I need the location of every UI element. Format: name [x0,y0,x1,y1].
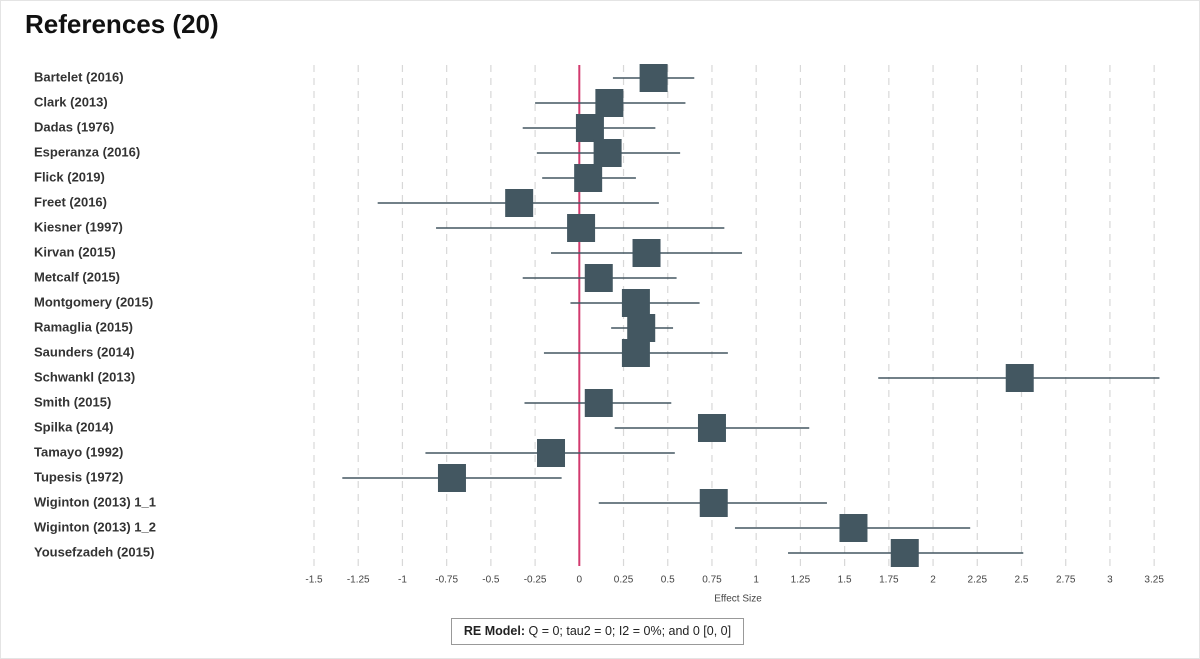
effect-square [505,189,534,217]
effect-square [839,514,868,542]
x-tick-label: -1.25 [347,575,370,586]
effect-square [593,139,622,167]
study-label: Montgomery (2015) [34,294,153,309]
study-label: Wiginton (2013) 1_1 [34,494,156,509]
study-label: Kirvan (2015) [34,244,116,259]
effect-square [627,314,656,342]
effect-square [575,114,604,142]
study-label: Spilka (2014) [34,419,114,434]
effect-square [537,439,566,467]
x-tick-label: 2.75 [1056,575,1076,586]
summary-label: RE Model: [463,624,526,638]
x-tick-label: -0.5 [482,575,500,586]
study-label: Flick (2019) [34,169,105,184]
x-tick-label: 0.75 [702,575,722,586]
study-label: Freet (2016) [34,194,107,209]
study-label: Ramaglia (2015) [34,319,133,334]
x-tick-label: 3 [1107,575,1113,586]
x-tick-label: 1.25 [791,575,811,586]
x-tick-label: 2.25 [968,575,988,586]
effect-square [697,414,726,442]
effect-square [1005,364,1034,392]
x-tick-label: 0 [577,575,583,586]
effect-square [567,214,596,242]
effect-square [621,339,650,367]
x-tick-label: 2 [930,575,936,586]
x-axis-label: Effect Size [714,594,762,605]
x-tick-label: -0.75 [435,575,458,586]
study-label: Kiesner (1997) [34,219,123,234]
effect-square [595,89,624,117]
x-tick-label: -0.25 [524,575,547,586]
study-label: Wiginton (2013) 1_2 [34,519,156,534]
effect-square [584,264,613,292]
study-label: Yousefzadeh (2015) [34,544,154,559]
study-label: Dadas (1976) [34,119,114,134]
study-label: Metcalf (2015) [34,269,120,284]
x-tick-label: -1.5 [305,575,323,586]
effect-square [639,64,668,92]
effect-square [699,489,728,517]
x-tick-label: 1 [753,575,759,586]
x-tick-label: -1 [398,575,407,586]
effect-square [437,464,466,492]
study-label: Bartelet (2016) [34,69,124,84]
x-tick-label: 0.25 [614,575,634,586]
study-label: Tamayo (1992) [34,444,123,459]
effect-square [621,289,650,317]
effect-square [584,389,613,417]
study-label: Saunders (2014) [34,344,134,359]
effect-square [574,164,603,192]
x-tick-label: 2.5 [1015,575,1029,586]
chart-title: References (20) [25,9,219,39]
study-label: Esperanza (2016) [34,144,140,159]
x-tick-label: 1.75 [879,575,899,586]
x-tick-label: 0.5 [661,575,675,586]
effect-square [632,239,661,267]
study-label: Clark (2013) [34,94,108,109]
x-tick-label: 3.25 [1144,575,1164,586]
study-label: Smith (2015) [34,394,111,409]
effect-square [890,539,919,567]
model-summary: RE Model: Q = 0; tau2 = 0; I2 = 0%; and … [451,618,744,645]
x-tick-label: 1.5 [838,575,852,586]
study-label: Schwankl (2013) [34,369,135,384]
summary-text: Q = 0; tau2 = 0; I2 = 0%; and 0 [0, 0] [528,624,732,638]
study-label: Tupesis (1972) [34,469,123,484]
